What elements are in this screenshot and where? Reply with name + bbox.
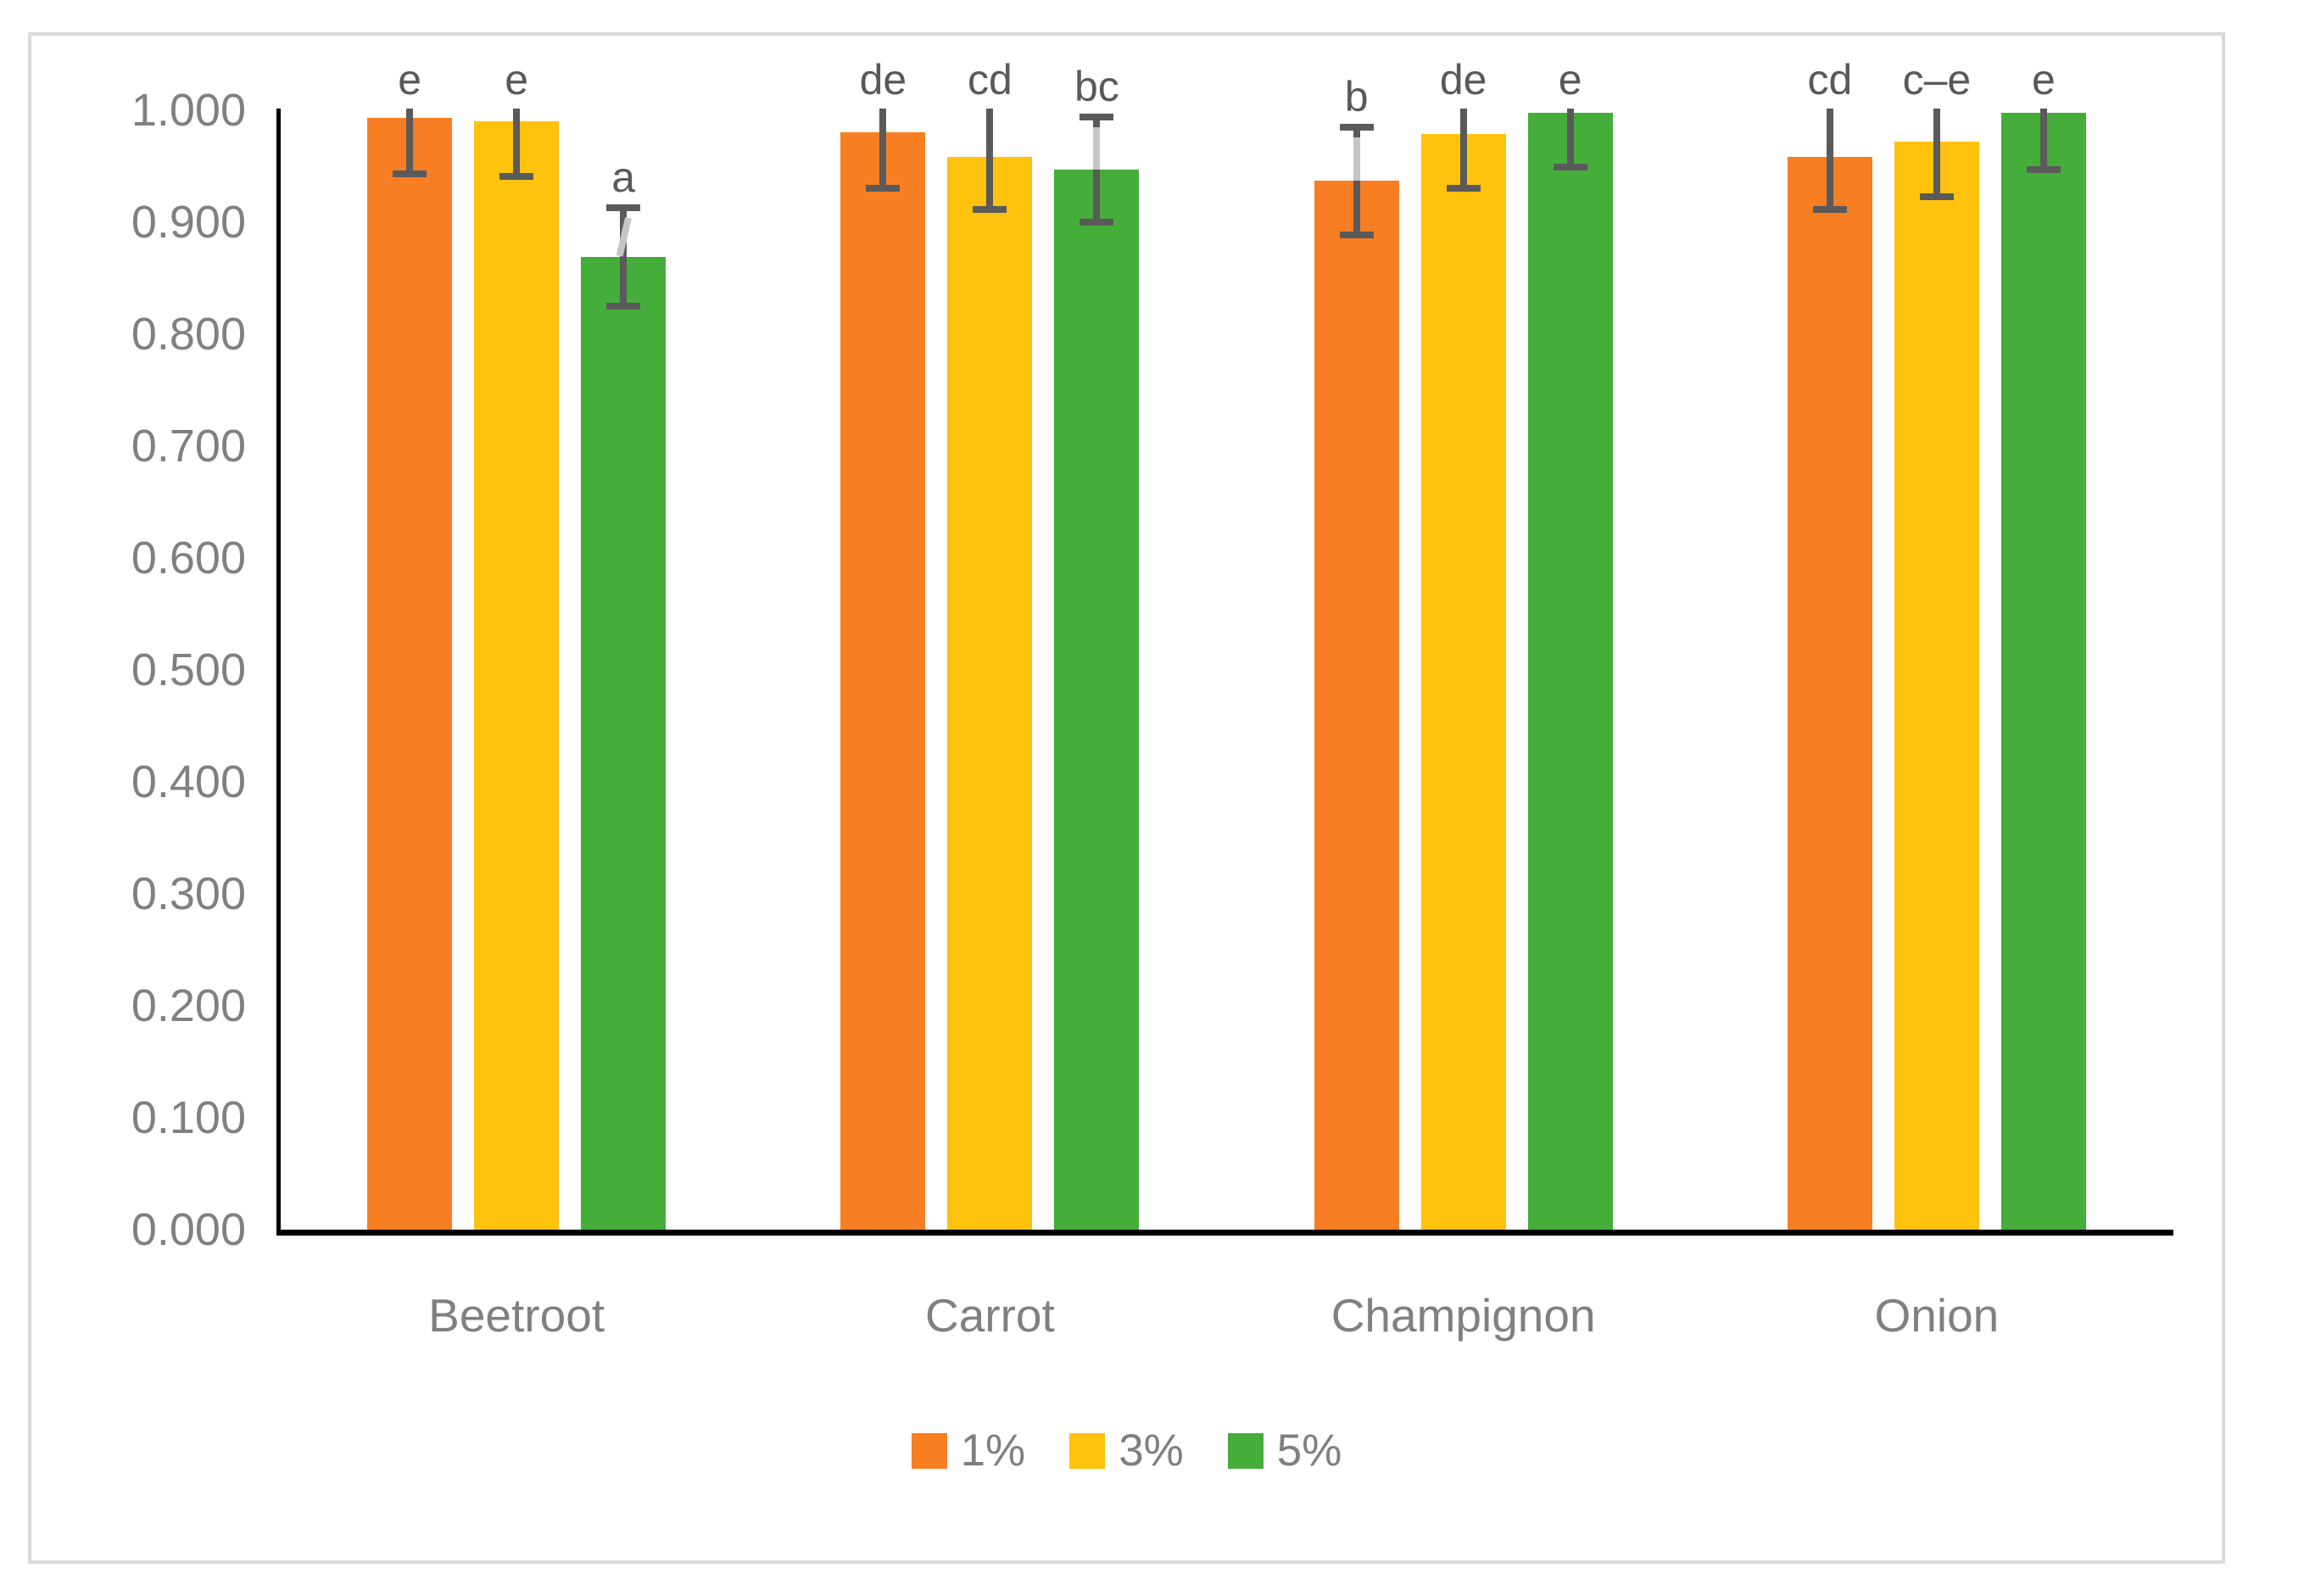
error-bar-bottom-cap (1553, 164, 1587, 171)
category-label: Carrot (924, 1289, 1055, 1342)
label-leader-line (1093, 126, 1101, 170)
label-leader-line (1353, 137, 1360, 181)
y-axis-tick-label: 0.300 (131, 868, 246, 919)
bar-champignon-3% (1420, 133, 1506, 1230)
bar-carrot-1% (840, 132, 926, 1230)
error-bar-bottom-cap (499, 172, 534, 180)
significance-letter: cd (1807, 56, 1853, 103)
error-bar-whisker (513, 109, 521, 176)
error-bar-top-cap (1079, 113, 1114, 120)
legend-swatch (1227, 1433, 1264, 1469)
legend-item: 5% (1227, 1426, 1342, 1476)
y-axis-line (276, 109, 281, 1236)
error-bar-bottom-cap (1812, 206, 1847, 214)
y-axis-tick-label: 0.100 (131, 1092, 246, 1143)
error-bar-whisker (1933, 109, 1940, 197)
significance-letter: cd (967, 56, 1013, 103)
error-bar-bottom-cap (1919, 193, 1954, 200)
error-bar-bottom-cap (866, 185, 901, 193)
significance-letter: e (1558, 56, 1582, 103)
bar-carrot-5% (1054, 169, 1140, 1230)
significance-letter: c–e (1902, 56, 1972, 103)
error-bar-whisker (1826, 109, 1833, 210)
error-bar-bottom-cap (606, 303, 641, 310)
legend-swatch (1069, 1433, 1106, 1469)
error-bar-whisker (879, 109, 887, 189)
y-axis-tick-label: 0.800 (131, 309, 246, 360)
legend-label: 1% (960, 1426, 1026, 1476)
y-axis-tick-label: 0.900 (131, 197, 246, 248)
y-axis-tick-label: 0.400 (131, 756, 246, 807)
error-bar-whisker (1566, 109, 1574, 168)
significance-letter: a (611, 153, 636, 201)
y-axis-tick-label: 0.200 (131, 980, 246, 1031)
error-bar-whisker (1093, 116, 1101, 222)
significance-letter: de (1439, 56, 1487, 103)
x-axis-line (276, 1230, 2173, 1236)
error-bar-top-cap (1339, 123, 1374, 131)
legend-swatch (911, 1433, 947, 1469)
bar-champignon-1% (1314, 181, 1399, 1230)
bar-onion-3% (1894, 141, 1979, 1230)
bar-onion-1% (1787, 157, 1872, 1230)
legend-label: 5% (1276, 1426, 1342, 1476)
error-bar-bottom-cap (973, 206, 1007, 214)
error-bar-whisker (986, 109, 994, 210)
error-bar-whisker (620, 207, 628, 306)
error-bar-top-cap (606, 204, 641, 211)
y-axis-tick-label: 1.000 (131, 85, 246, 136)
significance-letter: e (398, 56, 422, 103)
y-axis-tick-label: 0.700 (131, 421, 246, 472)
error-bar-bottom-cap (1079, 219, 1114, 226)
bar-beetroot-5% (581, 256, 667, 1230)
legend-label: 3% (1119, 1426, 1184, 1476)
significance-letter: e (505, 56, 529, 103)
significance-letter: e (2031, 56, 2056, 103)
error-bar-whisker (2039, 109, 2047, 170)
category-label: Onion (1874, 1289, 2000, 1342)
bar-beetroot-3% (474, 121, 560, 1230)
bar-carrot-3% (947, 157, 1033, 1230)
category-label: Champignon (1331, 1289, 1596, 1342)
chart-legend: 1% 3% 5% (28, 1426, 2225, 1476)
error-bar-whisker (1459, 109, 1467, 189)
bar-onion-5% (2000, 112, 2086, 1230)
significance-letter: de (859, 56, 907, 103)
legend-item: 1% (911, 1426, 1026, 1476)
category-label: Beetroot (428, 1289, 605, 1342)
error-bar-whisker (406, 109, 414, 175)
error-bar-bottom-cap (1339, 231, 1374, 238)
error-bar-bottom-cap (1446, 185, 1481, 193)
error-bar-bottom-cap (2026, 165, 2061, 173)
y-axis-tick-label: 0.000 (131, 1204, 246, 1255)
error-bar-bottom-cap (393, 170, 427, 178)
error-bar-whisker (1353, 126, 1360, 235)
bar-beetroot-1% (367, 118, 453, 1230)
y-axis-tick-label: 0.500 (131, 645, 246, 695)
legend-item: 3% (1069, 1426, 1184, 1476)
y-axis-tick-label: 0.600 (131, 533, 246, 583)
bar-champignon-5% (1527, 112, 1613, 1230)
significance-letter: b (1344, 72, 1369, 120)
significance-letter: bc (1074, 62, 1119, 110)
